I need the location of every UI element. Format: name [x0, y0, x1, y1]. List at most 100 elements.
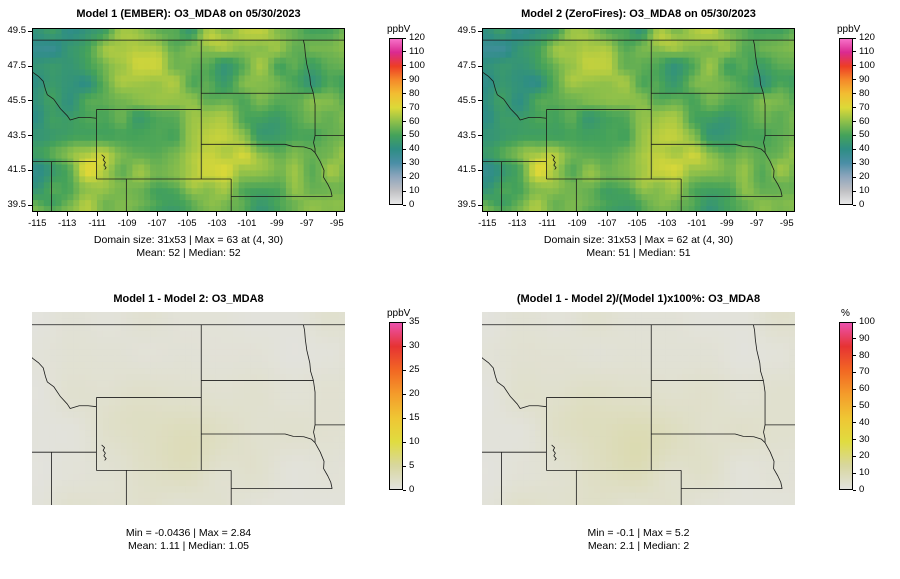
colorbar-tick-label: 100: [859, 316, 875, 327]
panel-title-model1: Model 1 (EMBER): O3_MDA8 on 05/30/2023: [76, 8, 301, 20]
colorbar-tick-label: 30: [409, 340, 420, 351]
colorbar-tick-mark: [403, 176, 406, 178]
y-axis-tick-label: 49.5: [7, 25, 27, 37]
colorbar-tick-label: 10: [409, 436, 420, 447]
colorbar-tick-mark: [403, 204, 406, 206]
colorbar-tick-label: 80: [859, 87, 870, 99]
y-axis-tick-mark: [478, 204, 482, 206]
x-axis-tick-mark: [756, 212, 758, 216]
colorbar-percent-difference: 0 10 20 30 40 50 60 70 80 90 100: [839, 317, 889, 495]
colorbar-tick-label: 100: [859, 59, 875, 71]
x-axis-tick-mark: [336, 212, 338, 216]
y-axis-tick-mark: [478, 100, 482, 102]
x-axis-tick-label: -101: [237, 218, 257, 229]
x-axis-tick-label: -107: [597, 218, 617, 229]
x-axis-tick-label: -97: [749, 218, 764, 229]
colorbar-tick-label: 50: [859, 129, 870, 141]
y-axis-tick-mark: [478, 135, 482, 137]
colorbar-tick-label: 110: [409, 45, 425, 57]
panel-title-difference: Model 1 - Model 2: O3_MDA8: [113, 293, 264, 305]
y-axis-tick-label: 45.5: [457, 94, 477, 106]
colorbar-unit-label: ppbV: [387, 308, 411, 319]
x-axis-tick-label: -97: [299, 218, 314, 229]
colorbar-tick-mark: [403, 65, 406, 67]
colorbar-tick-mark: [853, 455, 856, 457]
colorbar-tick-mark: [853, 65, 856, 67]
y-axis-tick-mark: [478, 30, 482, 32]
y-axis-tick-mark: [28, 100, 32, 102]
x-axis-tick-mark: [726, 212, 728, 216]
colorbar-difference: 0 5 10 15 20 25 30 35: [389, 317, 439, 495]
x-axis-tick-mark: [486, 212, 488, 216]
panel-caption: Min = -0.0436 | Max = 2.84 Mean: 1.11 | …: [32, 527, 345, 553]
colorbar-tick-label: 90: [859, 73, 870, 85]
caption-line-2: Mean: 51 | Median: 51: [586, 247, 691, 259]
x-axis-tick-mark: [546, 212, 548, 216]
colorbar-model1: 0 10 20 30 40 50 60 70 80 90 100 110 120: [389, 33, 439, 210]
panel-caption: Min = -0.1 | Max = 5.2 Mean: 2.1 | Media…: [482, 527, 795, 553]
colorbar-tick-label: 100: [409, 59, 425, 71]
colorbar-tick-mark: [853, 439, 856, 441]
colorbar-tick-mark: [853, 121, 856, 122]
colorbar-tick-label: 25: [409, 364, 420, 375]
x-axis-tick-label: -95: [329, 218, 344, 229]
colorbar-tick-mark: [403, 321, 406, 323]
caption-line-1: Min = -0.1 | Max = 5.2: [587, 527, 690, 539]
colorbar-tick-mark: [853, 37, 856, 39]
colorbar-tick-label: 20: [409, 388, 420, 399]
x-axis-tick-label: -99: [719, 218, 734, 229]
y-axis-tick-label: 45.5: [7, 94, 27, 106]
map-model2: -115 -113 -111 -109 -107 -105 -103 -101 -99 -97 -9…: [458, 26, 795, 229]
x-axis-tick-label: -109: [567, 218, 587, 229]
colorbar-tick-label: 60: [409, 115, 420, 127]
x-axis-tick-label: -111: [88, 218, 106, 229]
colorbar-gradient: [839, 38, 853, 205]
panel-caption: Domain size: 31x53 | Max = 63 at (4, 30)…: [32, 234, 345, 260]
colorbar-gradient: [389, 38, 403, 205]
x-axis-tick-mark: [36, 212, 38, 216]
y-axis-tick-mark: [28, 65, 32, 67]
x-axis-tick-label: -109: [117, 218, 137, 229]
colorbar-tick-label: 120: [409, 32, 425, 43]
colorbar-tick-mark: [853, 134, 856, 136]
panel-caption: Domain size: 31x53 | Max = 62 at (4, 30)…: [482, 234, 795, 260]
y-axis-tick-mark: [28, 135, 32, 137]
colorbar-tick-mark: [403, 134, 406, 136]
x-axis-tick-label: -105: [627, 218, 647, 229]
colorbar-unit-label: ppbV: [387, 24, 411, 35]
colorbar-tick-mark: [853, 162, 856, 164]
colorbar-tick-label: 40: [859, 416, 870, 428]
colorbar-tick-mark: [403, 393, 406, 395]
colorbar-tick-label: 10: [409, 185, 420, 197]
x-axis-tick-label: -95: [779, 218, 794, 229]
colorbar-tick-label: 70: [859, 101, 870, 113]
colorbar-tick-label: 20: [409, 171, 420, 183]
colorbar-tick-mark: [853, 489, 856, 491]
x-axis-tick-mark: [96, 212, 98, 216]
colorbar-tick-mark: [403, 489, 406, 491]
x-axis-tick-mark: [156, 212, 158, 216]
colorbar-tick-label: 40: [409, 143, 420, 155]
x-axis-tick-label: -101: [687, 218, 707, 229]
colorbar-tick-label: 20: [859, 171, 870, 183]
x-axis-tick-mark: [666, 212, 668, 216]
y-axis-tick-label: 39.5: [457, 199, 477, 211]
colorbar-tick-label: 20: [859, 450, 870, 462]
colorbar-tick-label: 120: [859, 32, 875, 43]
colorbar-tick-label: 15: [409, 412, 420, 423]
panel-title-percent-difference: (Model 1 - Model 2)/(Model 1)x100%: O3_M…: [516, 293, 761, 305]
colorbar-model2: 0 10 20 30 40 50 60 70 80 90 100 110 120: [839, 33, 889, 210]
colorbar-tick-mark: [853, 472, 856, 474]
colorbar-tick-mark: [403, 369, 406, 371]
colorbar-tick-label: 10: [859, 467, 870, 479]
y-axis-tick-mark: [28, 169, 32, 171]
caption-line-1: Domain size: 31x53 | Max = 63 at (4, 30): [93, 234, 284, 246]
colorbar-tick-mark: [853, 338, 856, 340]
colorbar-tick-mark: [853, 355, 856, 357]
colorbar-tick-label: 40: [859, 143, 870, 155]
y-axis-tick-label: 49.5: [457, 25, 477, 37]
map-raster: [482, 312, 795, 505]
map-raster: [482, 28, 795, 212]
colorbar-tick-mark: [403, 37, 406, 39]
map-model1: -115 -113 -111 -109 -107 -105 -103 -101 -99 -97 -9…: [8, 26, 345, 229]
